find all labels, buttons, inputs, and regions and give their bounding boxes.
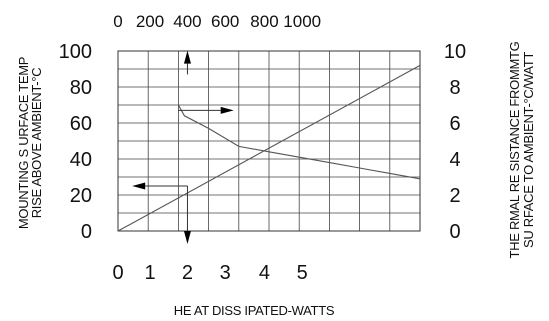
grid: [118, 51, 420, 231]
y-right-tick-label: 4: [449, 149, 460, 171]
plot-frame: [117, 50, 421, 232]
x-top-tick-label: 600: [211, 12, 239, 31]
series-layer: [117, 64, 421, 232]
y-right-title-line-1: THE RMAL RE SISTANCE FROMMTG: [507, 41, 522, 258]
series-line-temperature-rise: [117, 64, 421, 232]
y-left-tick-label: 60: [70, 113, 92, 135]
x-bottom-tick-label: 1: [144, 262, 155, 284]
y-left-tick-label: 80: [70, 77, 92, 99]
y-right-tick-label: 6: [449, 113, 460, 135]
y-left-tick-label: 100: [59, 41, 92, 63]
y-right-tick-label: 2: [449, 185, 460, 207]
guide-arrows: [132, 50, 234, 244]
y-right-axis-title: THE RMAL RE SISTANCE FROMMTG SU RFACE TO…: [507, 41, 536, 258]
y-right-title-line-2: SU RFACE TO AMBIENT-°C/WATT: [521, 52, 536, 248]
tick-labels: 0 1 2 3 4 50 200 400 600 800 100010080604020010864…: [59, 12, 467, 284]
x-top-tick-label: 0: [113, 12, 122, 31]
y-right-tick-label: 8: [449, 77, 460, 99]
y-right-tick-label: 0: [449, 221, 460, 243]
y-left-tick-label: 40: [70, 149, 92, 171]
y-left-title-line-2: RISE ABOVE AMBIENT-°C: [29, 68, 44, 219]
y-left-axis-title: MOUNTING S URFACE TEMP RISE ABOVE AMBIEN…: [16, 57, 44, 229]
y-right-tick-label: 10: [444, 41, 466, 63]
x-top-tick-label: 800: [250, 12, 278, 31]
x-bottom-tick-label: 3: [220, 262, 231, 284]
x-top-tick-label: 400: [173, 12, 201, 31]
guide-arrowhead-right: [220, 106, 234, 114]
x-top-tick-label: 200: [136, 12, 164, 31]
guide-arrowhead-down: [183, 231, 191, 244]
x-bottom-tick-label: 2: [182, 262, 193, 284]
x-axis-title: HE AT DISS IPATED-WATTS: [174, 303, 335, 318]
x-bottom-tick-label: 5: [297, 262, 308, 284]
x-top-tick-label: 1000: [283, 12, 321, 31]
x-bottom-tick-label: 0: [112, 262, 123, 284]
y-left-tick-label: 20: [70, 185, 92, 207]
x-bottom-tick-label: 4: [259, 262, 270, 284]
series-line-thermal-resistance: [177, 104, 421, 180]
y-left-title-line-1: MOUNTING S URFACE TEMP: [16, 57, 31, 229]
y-left-tick-label: 0: [81, 221, 92, 243]
guide-arrowhead-up: [183, 50, 191, 64]
guide-arrowhead-left: [132, 182, 146, 190]
